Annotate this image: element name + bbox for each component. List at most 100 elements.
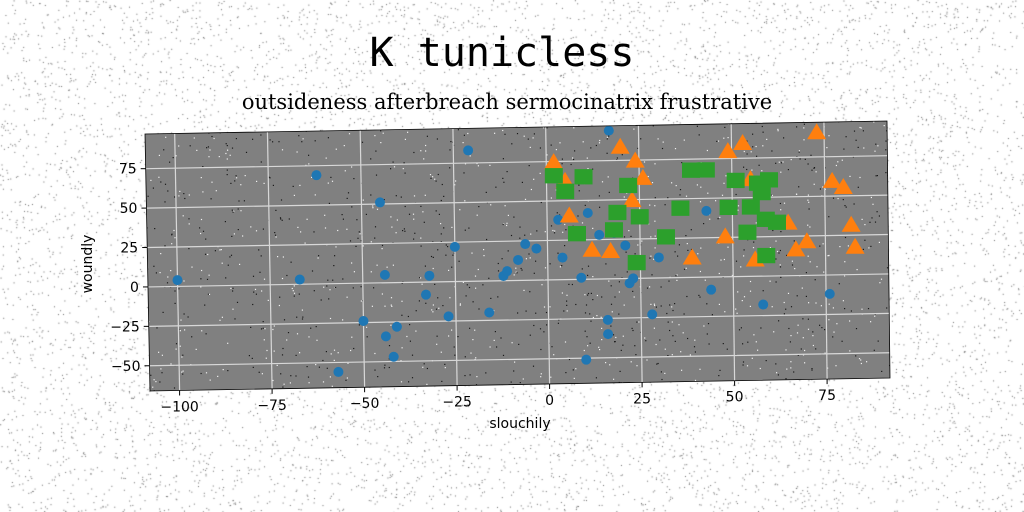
noise-speck — [471, 252, 473, 254]
noise-speck — [606, 152, 608, 154]
noise-speck — [401, 282, 403, 284]
noise-speck — [205, 238, 207, 240]
noise-speck — [472, 339, 474, 341]
noise-speck — [762, 290, 764, 292]
noise-speck — [262, 228, 264, 230]
noise-speck — [218, 156, 220, 158]
noise-speck — [800, 348, 802, 350]
noise-speck — [167, 276, 169, 278]
noise-speck — [536, 230, 538, 232]
x-tick-label: −75 — [257, 398, 287, 414]
noise-speck — [320, 299, 322, 301]
noise-speck — [516, 133, 519, 135]
noise-speck — [486, 238, 488, 241]
noise-speck — [794, 268, 796, 270]
noise-speck — [873, 121, 875, 123]
noise-speck — [263, 182, 265, 184]
noise-speck — [517, 312, 519, 314]
noise-speck — [308, 163, 310, 165]
noise-speck — [145, 299, 147, 301]
noise-speck — [205, 333, 207, 335]
noise-speck — [160, 253, 162, 255]
noise-speck — [676, 274, 678, 276]
noise-speck — [528, 253, 530, 255]
noise-speck — [440, 199, 442, 202]
noise-speck — [232, 211, 234, 213]
noise-speck — [735, 193, 737, 196]
noise-speck — [525, 258, 527, 260]
noise-speck — [370, 271, 372, 273]
noise-speck — [488, 277, 490, 279]
noise-speck — [812, 344, 814, 347]
noise-speck — [146, 287, 148, 289]
noise-speck — [272, 379, 274, 382]
noise-speck — [669, 329, 671, 332]
noise-speck — [841, 340, 843, 342]
noise-speck — [477, 268, 479, 271]
noise-speck — [226, 158, 228, 160]
noise-speck — [258, 371, 260, 373]
noise-speck — [507, 214, 509, 216]
noise-speck — [252, 303, 254, 306]
noise-speck — [876, 175, 878, 177]
noise-speck — [510, 234, 513, 237]
noise-speck — [699, 368, 701, 370]
noise-speck — [803, 123, 805, 125]
noise-speck — [785, 308, 787, 310]
noise-speck — [206, 147, 208, 149]
noise-speck — [282, 347, 284, 350]
noise-speck — [796, 156, 798, 158]
noise-speck — [724, 126, 726, 128]
circle-point — [653, 252, 664, 263]
noise-speck — [450, 141, 452, 143]
noise-speck — [200, 218, 203, 221]
noise-speck — [530, 233, 532, 235]
noise-speck — [432, 256, 434, 258]
noise-speck — [845, 380, 847, 382]
noise-speck — [255, 230, 258, 232]
noise-speck — [762, 145, 764, 147]
noise-speck — [717, 140, 720, 142]
noise-speck — [608, 280, 610, 282]
square-point — [574, 169, 593, 185]
noise-speck — [441, 380, 443, 382]
noise-speck — [790, 335, 792, 337]
noise-speck — [647, 175, 649, 178]
noise-speck — [608, 191, 610, 193]
noise-speck — [686, 295, 688, 298]
noise-speck — [886, 130, 888, 132]
noise-speck — [699, 270, 701, 273]
noise-speck — [674, 303, 676, 305]
noise-speck — [502, 354, 505, 356]
noise-speck — [390, 304, 392, 306]
noise-speck — [535, 260, 537, 262]
noise-speck — [438, 213, 440, 215]
noise-speck — [625, 251, 627, 253]
square-point — [604, 222, 623, 238]
noise-speck — [842, 199, 844, 201]
noise-speck — [585, 304, 588, 306]
noise-speck — [760, 392, 761, 393]
noise-speck — [666, 312, 668, 315]
noise-speck — [352, 287, 354, 289]
noise-speck — [436, 138, 438, 140]
noise-speck — [550, 225, 553, 227]
noise-speck — [327, 182, 329, 184]
noise-speck — [496, 346, 498, 348]
noise-speck — [330, 176, 332, 178]
noise-speck — [634, 253, 636, 255]
noise-speck — [664, 348, 666, 350]
noise-speck — [756, 155, 758, 157]
noise-speck — [807, 199, 809, 201]
noise-speck — [826, 147, 828, 149]
noise-speck — [161, 354, 163, 356]
noise-speck — [550, 376, 552, 378]
noise-speck — [755, 222, 757, 224]
noise-speck — [761, 170, 763, 172]
noise-speck — [700, 247, 702, 249]
noise-speck — [635, 354, 637, 356]
noise-speck — [432, 311, 434, 313]
noise-speck — [752, 133, 754, 135]
noise-speck — [657, 138, 659, 140]
noise-speck — [643, 161, 646, 163]
